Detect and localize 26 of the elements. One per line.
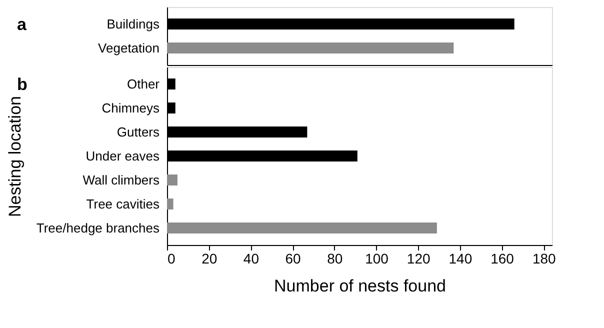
y-tick-label: Under eaves <box>86 148 160 164</box>
bar <box>167 198 174 210</box>
x-axis-title: Number of nests found <box>274 276 446 296</box>
y-tick-label: Vegetation <box>98 40 160 56</box>
text: a <box>17 15 27 34</box>
x-tick-label: 60 <box>285 250 302 266</box>
y-tick-label: Other <box>126 76 160 92</box>
bar <box>167 222 437 234</box>
x-tick-label: 140 <box>448 250 472 266</box>
y-axis-title: Nesting location <box>5 96 24 217</box>
x-tick-label: 0 <box>168 250 176 266</box>
x-tick-label: 100 <box>365 250 389 266</box>
x-tick-label: 120 <box>406 250 430 266</box>
bar <box>167 174 178 186</box>
x-tick-label: 40 <box>243 250 260 266</box>
x-tick-label: 80 <box>327 250 343 266</box>
x-tick-label: 20 <box>202 250 218 266</box>
x-tick-label: 160 <box>490 250 514 266</box>
y-tick-label: Wall climbers <box>82 172 160 188</box>
y-tick-label: Tree/hedge branches <box>36 220 160 236</box>
text: b <box>17 75 28 94</box>
y-tick-label: Chimneys <box>102 100 160 116</box>
y-tick-label: Buildings <box>106 16 160 32</box>
y-tick-label: Gutters <box>116 124 160 140</box>
y-tick-label: Tree cavities <box>86 196 160 212</box>
x-tick-label: 180 <box>532 250 556 266</box>
